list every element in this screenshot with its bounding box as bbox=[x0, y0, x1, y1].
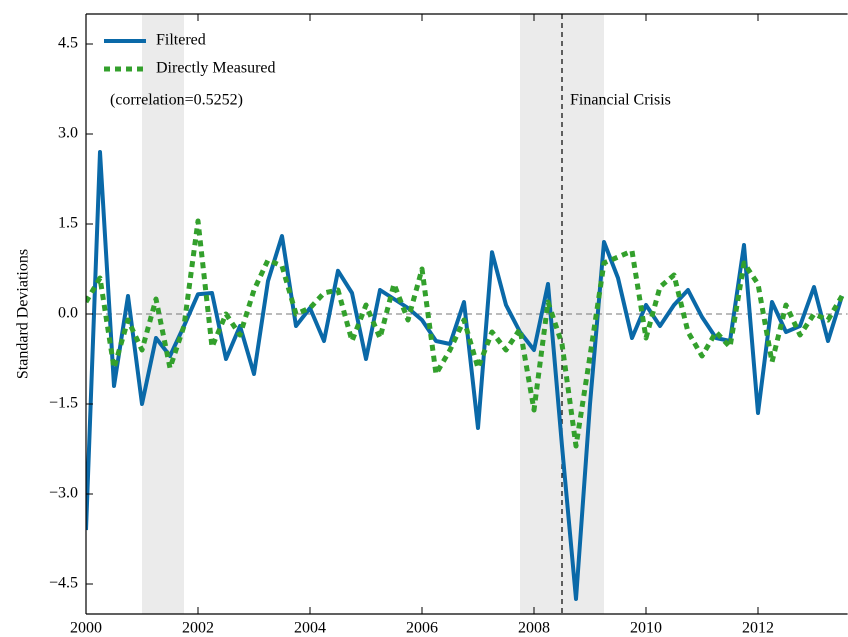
x-tick-label: 2010 bbox=[630, 620, 662, 637]
x-tick-label: 2006 bbox=[406, 620, 438, 637]
x-tick-label: 2000 bbox=[70, 620, 102, 637]
y-tick-label: −1.5 bbox=[49, 395, 78, 412]
series-line bbox=[86, 218, 845, 449]
y-tick-label: −4.5 bbox=[49, 575, 78, 592]
x-tick-label: 2004 bbox=[294, 620, 326, 637]
annotation: Financial Crisis bbox=[570, 92, 671, 109]
y-tick-label: −3.0 bbox=[49, 485, 78, 502]
y-axis-label: Standard Deviations bbox=[15, 249, 32, 379]
x-tick-label: 2012 bbox=[742, 620, 774, 637]
y-tick-label: 0.0 bbox=[58, 305, 78, 322]
plot-area bbox=[86, 14, 848, 614]
legend-label: Directly Measured bbox=[156, 60, 276, 77]
y-tick-label: 4.5 bbox=[58, 35, 78, 52]
y-tick-label: 3.0 bbox=[58, 125, 78, 142]
series-line bbox=[86, 150, 844, 601]
annotation: (correlation=0.5252) bbox=[110, 92, 243, 109]
y-tick-label: 1.5 bbox=[58, 215, 78, 232]
x-tick-label: 2008 bbox=[518, 620, 550, 637]
x-tick-label: 2002 bbox=[182, 620, 214, 637]
legend-label: Filtered bbox=[156, 32, 206, 49]
